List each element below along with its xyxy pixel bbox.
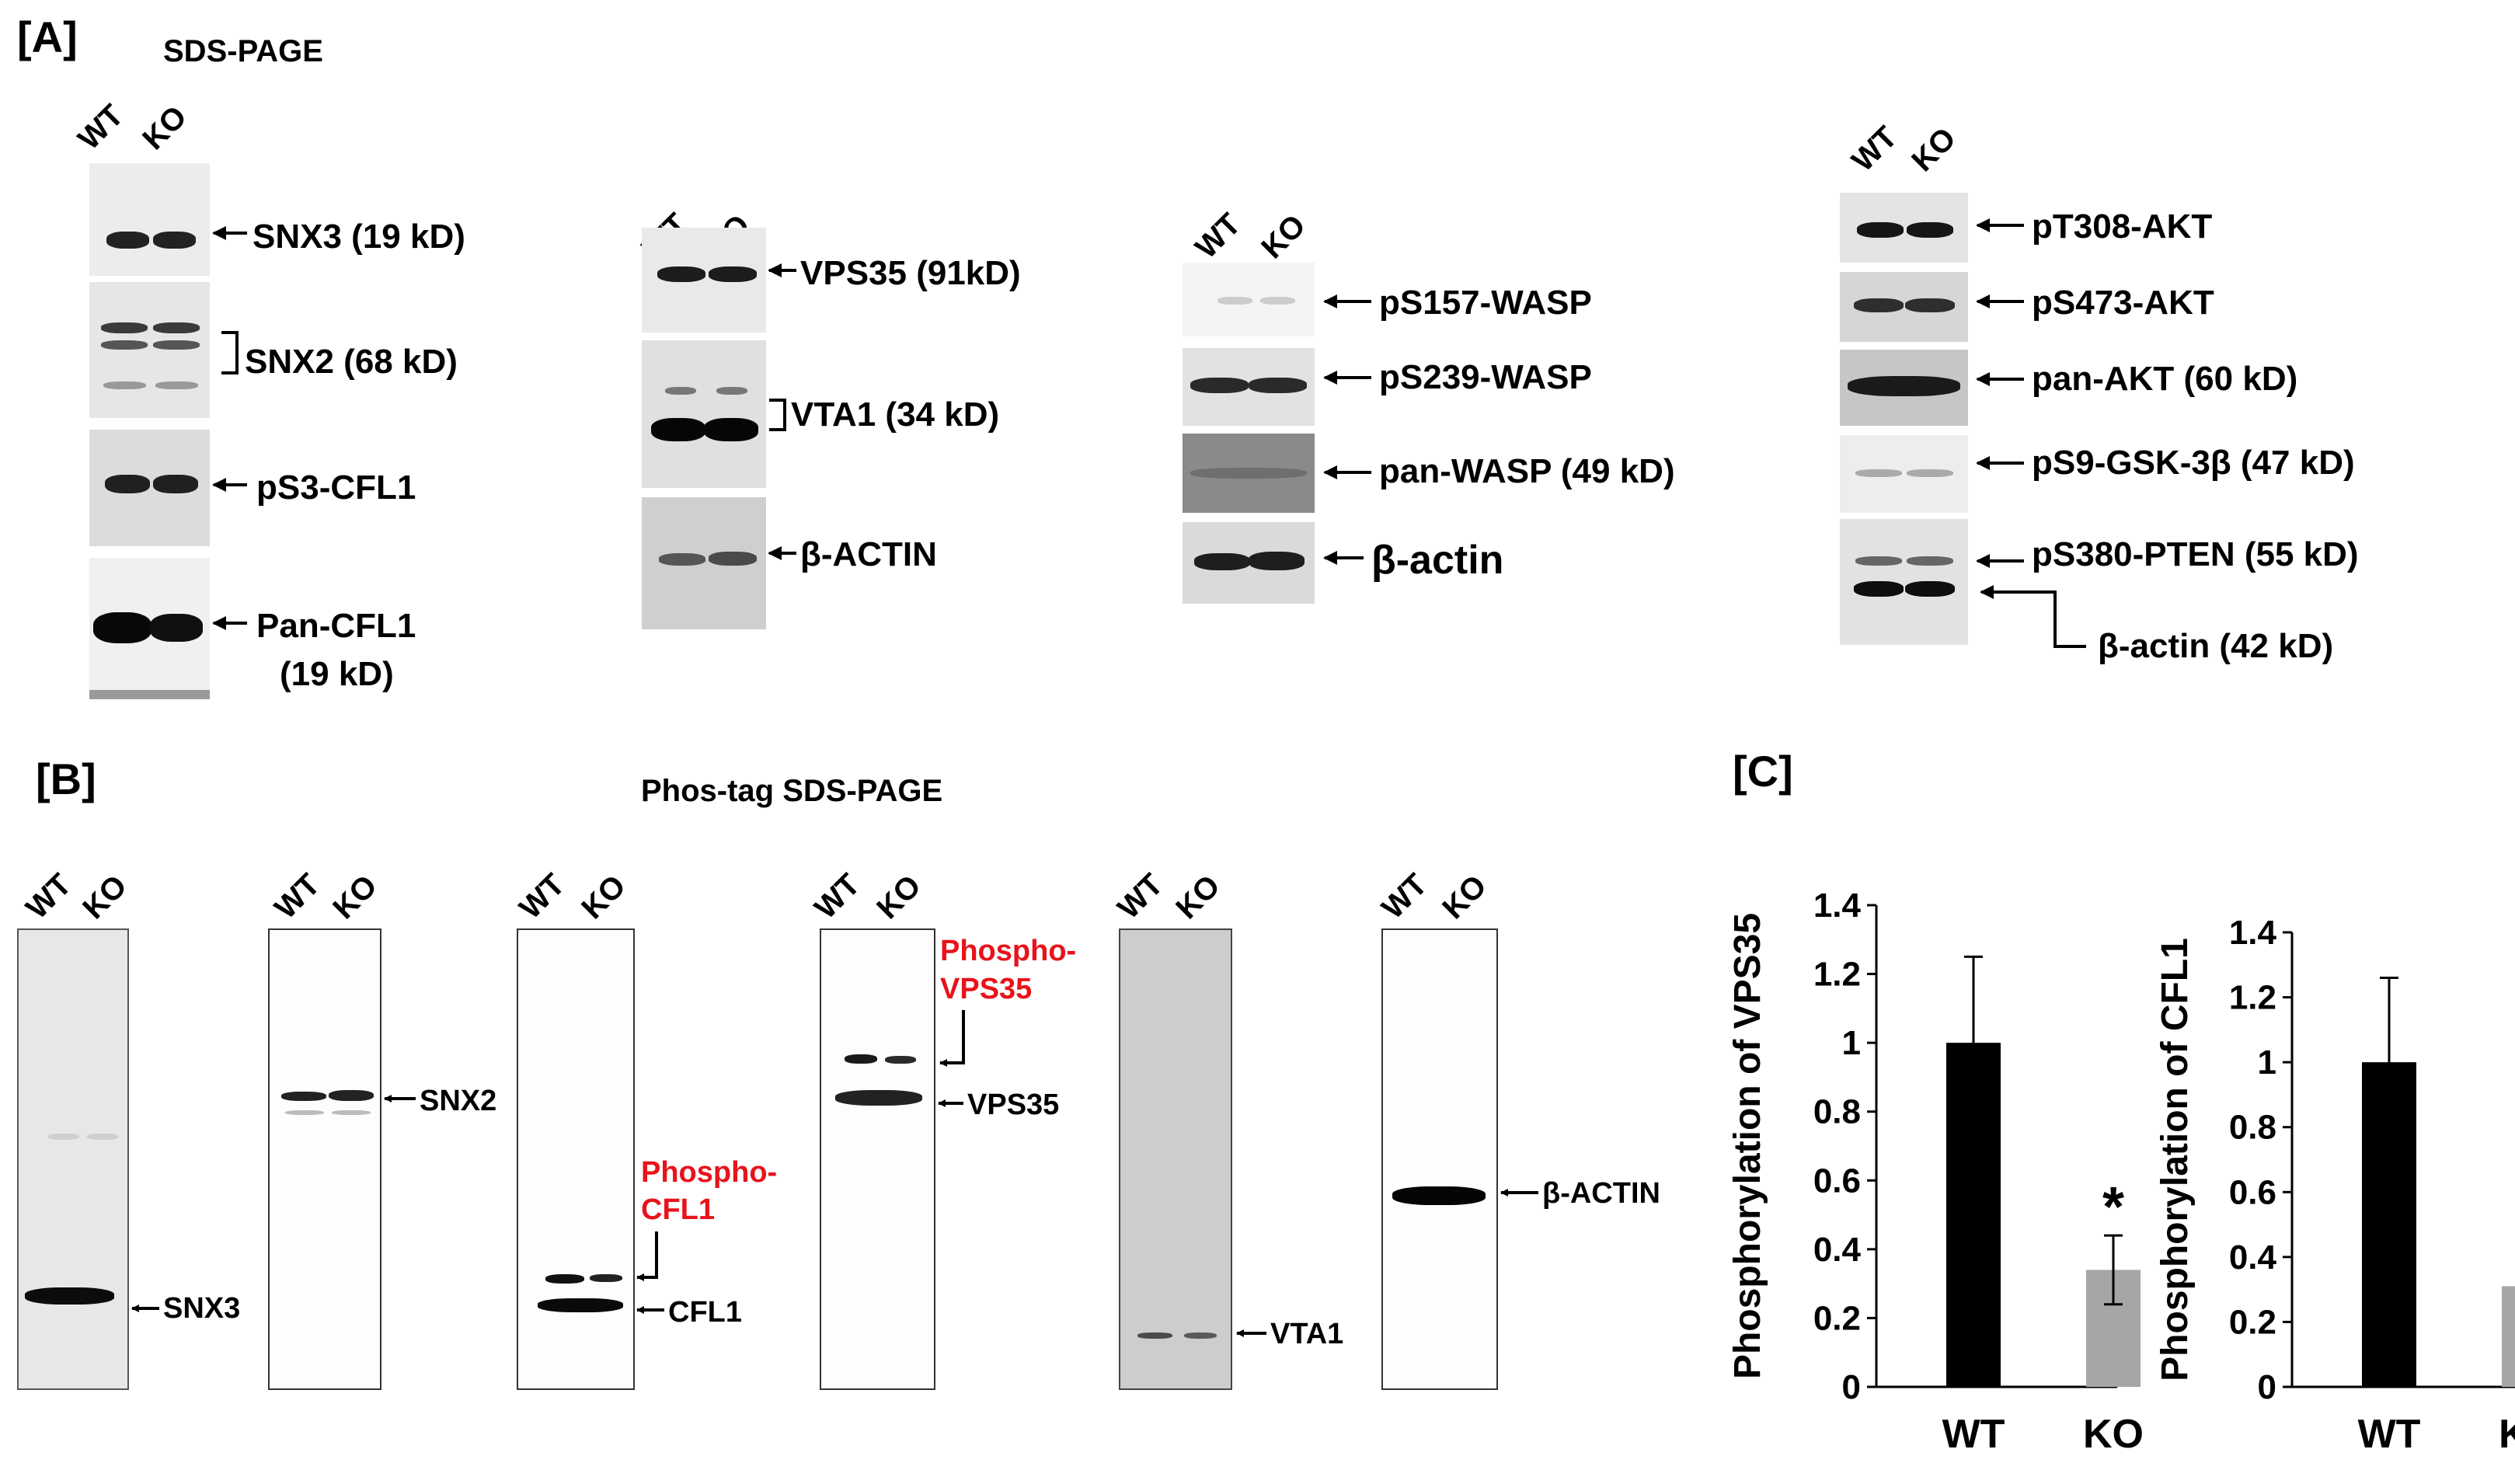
y-tick-label: 1.2 <box>1813 956 1861 994</box>
label-beta-actin-42: β-actin (42 kD) <box>2098 627 2334 665</box>
blot-ps9-gsk <box>1840 435 1968 513</box>
phostag-blot-beta-actin <box>1381 928 1498 1390</box>
x-tick-label-ko: KO <box>2499 1412 2515 1457</box>
blot-ps380-pten <box>1840 519 1968 645</box>
arrow-b-phospho-cfl1 <box>636 1231 658 1281</box>
blot-vps35 <box>642 228 766 333</box>
label-vta1: VTA1 (34 kD) <box>791 395 1000 434</box>
significance-star: * <box>2102 1176 2124 1238</box>
label-ps9-gsk: pS9-GSK-3β (47 kD) <box>2032 444 2355 482</box>
arrow-b-phospho-vps35 <box>939 1010 965 1067</box>
blot-pt308-akt <box>1840 193 1968 263</box>
phostag-blot-vta1 <box>1119 928 1232 1390</box>
blot-ps3-cfl1 <box>89 430 210 546</box>
label-ps239-wasp: pS239-WASP <box>1379 358 1592 396</box>
panel-b-tag: [B] <box>36 754 96 803</box>
bar-ko <box>2502 1286 2515 1387</box>
label-cfl1: CFL1 <box>668 1296 742 1329</box>
label-ps3-cfl1: pS3-CFL1 <box>256 469 416 507</box>
x-tick-label-ko: KO <box>2083 1412 2144 1457</box>
y-tick-label: 1 <box>1842 1024 1861 1062</box>
label-phospho-vps35: Phospho- <box>940 935 1077 967</box>
label-pan-cfl1: Pan-CFL1 <box>256 607 416 645</box>
label-beta-actin: β-ACTIN <box>1542 1177 1660 1210</box>
chart-cfl1: 00.20.40.60.811.21.4WTKO*Phosphorylation… <box>2154 914 2515 1457</box>
phostag-blot-snx2 <box>268 928 381 1390</box>
panel-a-title: SDS-PAGE <box>163 34 323 68</box>
label-snx3: SNX3 (19 kD) <box>253 218 465 256</box>
y-tick-label: 1.2 <box>2229 979 2276 1017</box>
blot-ps473-akt <box>1840 272 1968 342</box>
bracket-vta1 <box>769 399 786 431</box>
phostag-blot-snx3 <box>17 928 129 1390</box>
label-snx2: SNX2 <box>420 1085 497 1117</box>
blot-pan-wasp <box>1183 434 1315 513</box>
blot-snx2 <box>89 282 210 418</box>
panel-c-tag: [C] <box>1733 747 1793 796</box>
y-axis-label: Phosphorylation of CFL1 <box>2154 938 2196 1381</box>
blot-ps157-wasp <box>1183 263 1315 336</box>
blot-pan-cfl1-edge <box>89 690 210 699</box>
label-ps380-pten: pS380-PTEN (55 kD) <box>2032 535 2359 573</box>
y-tick-label: 0.6 <box>1813 1162 1861 1200</box>
blot-snx3 <box>89 163 210 276</box>
label-beta-actin: β-actin <box>1371 538 1504 583</box>
y-tick-label: 0.2 <box>1813 1299 1861 1337</box>
y-tick-label: 1.4 <box>1813 887 1862 925</box>
panel-b-title: Phos-tag SDS-PAGE <box>641 774 943 808</box>
label-snx3: SNX3 <box>163 1292 241 1325</box>
phostag-blot-vps35 <box>820 928 935 1390</box>
label-ps473-akt: pS473-AKT <box>2032 284 2214 322</box>
y-tick-label: 0.4 <box>1813 1231 1862 1269</box>
y-tick-label: 0 <box>1842 1368 1861 1406</box>
arrow-beta-actin-42 <box>1980 585 2086 648</box>
label-vta1: VTA1 <box>1270 1318 1344 1350</box>
blot-beta-actin-wasp <box>1183 522 1315 604</box>
blot-ps239-wasp <box>1183 348 1315 426</box>
y-tick-label: 0.2 <box>2229 1303 2276 1341</box>
label-snx2: SNX2 (68 kD) <box>245 343 458 381</box>
label-pan-akt: pan-AKT (60 kD) <box>2032 360 2298 398</box>
label-phospho-vps35-name: VPS35 <box>940 973 1033 1005</box>
y-tick-label: 0.8 <box>1813 1093 1861 1131</box>
y-axis-label: Phosphorylation of VPS35 <box>1727 913 1768 1379</box>
blot-beta-actin <box>642 497 766 629</box>
y-tick-label: 0.4 <box>2229 1238 2277 1277</box>
label-vps35: VPS35 <box>967 1089 1060 1121</box>
y-tick-label: 0.8 <box>2229 1109 2276 1147</box>
label-ps157-wasp: pS157-WASP <box>1379 284 1592 322</box>
x-tick-label-wt: WT <box>2358 1412 2421 1457</box>
label-beta-actin: β-ACTIN <box>800 535 937 573</box>
blot-pan-cfl1 <box>89 558 210 694</box>
chart-vps35: 0 0.2 0.4 0.6 0.8 1 1.2 1.4 WT KO * Phosphorylation… <box>1727 887 2144 1457</box>
blot-pan-akt <box>1840 350 1968 426</box>
y-tick-label: 0 <box>2258 1368 2276 1406</box>
label-vps35: VPS35 (91kD) <box>800 254 1021 292</box>
y-tick-label: 1 <box>2258 1043 2276 1082</box>
bracket-snx2 <box>221 331 239 374</box>
label-pan-wasp: pan-WASP (49 kD) <box>1379 452 1675 490</box>
label-phospho-cfl1-name: CFL1 <box>641 1193 715 1226</box>
y-tick-label: 1.4 <box>2229 914 2277 952</box>
y-tick-label: 0.6 <box>2229 1173 2276 1211</box>
label-pan-cfl1-size: (19 kD) <box>280 655 394 693</box>
panel-a-tag: [A] <box>17 12 78 61</box>
label-pt308-akt: pT308-AKT <box>2032 207 2213 246</box>
x-tick-label-wt: WT <box>1942 1412 2005 1457</box>
label-phospho-cfl1: Phospho- <box>641 1156 778 1189</box>
phostag-blot-cfl1 <box>517 928 635 1390</box>
blot-vta1 <box>642 340 766 488</box>
